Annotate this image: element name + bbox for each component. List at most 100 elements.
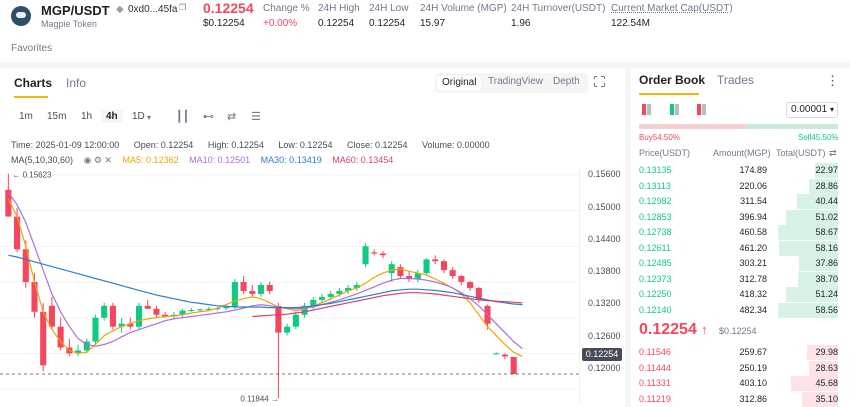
favorites-bar[interactable]: Favorites [11,43,53,54]
candle-body[interactable] [388,264,395,274]
candle-body[interactable] [362,246,369,265]
candle-body[interactable] [5,189,12,217]
interval-1d[interactable]: 1D [132,111,145,122]
candle-body[interactable] [327,293,334,297]
order-book-row[interactable]: 0.12982 311.54 40.44 [631,194,850,209]
candle-body[interactable] [432,259,439,262]
candlestick-chart[interactable]: ← 0.15623 0.11844 → [0,166,580,404]
candle-body[interactable] [22,249,29,283]
candle-body[interactable] [83,341,90,351]
tab-order-book[interactable]: Order Book [639,73,706,87]
candle-body[interactable] [379,253,387,256]
candle-body[interactable] [188,309,195,311]
order-book-row[interactable]: 0.13113 220.06 28.86 [631,178,850,194]
order-book-row[interactable]: 0.11444 250.19 28.63 [631,360,850,376]
candle-body[interactable] [118,323,125,327]
candle-body[interactable] [231,282,238,308]
more-icon[interactable]: ⋮ [826,73,839,88]
eye-icon[interactable]: ◉ ⚙ ✕ [83,155,113,165]
candle-body[interactable] [493,353,500,355]
candle-body[interactable] [162,314,169,317]
candle-body[interactable] [266,285,273,291]
tab-charts[interactable]: Charts [14,76,53,90]
candle-body[interactable] [501,354,508,357]
contract-address[interactable]: 0xd0...45fa [128,4,178,15]
candle-body[interactable] [510,356,517,375]
candle-body[interactable] [240,282,247,291]
candle-body[interactable] [92,317,99,342]
candle-body[interactable] [257,285,265,294]
interval-4h[interactable]: 4h [101,110,123,123]
candle-body[interactable] [153,308,160,315]
candle-body[interactable] [406,276,413,280]
candle-body[interactable] [284,326,291,333]
candle-body[interactable] [345,287,352,291]
candle-body[interactable] [109,305,116,327]
candle-body[interactable] [48,305,55,327]
chevron-down-icon[interactable]: ▾ [147,113,152,122]
order-book-row[interactable]: 0.12250 418.32 51.24 [631,287,850,302]
view-depth[interactable]: Depth [553,76,580,87]
order-book-row[interactable]: 0.12611 461.20 58.16 [631,240,850,256]
candle-body[interactable] [467,282,474,288]
tick-size-select[interactable]: 0.00001 ▾ [786,102,838,118]
candle-body[interactable] [371,252,378,254]
candle-body[interactable] [205,308,212,310]
candle-body[interactable] [40,311,47,366]
tab-trades[interactable]: Trades [717,73,754,87]
swap-icon[interactable]: ⇄ [227,111,237,123]
copy-icon[interactable]: ❐ [179,3,187,12]
candle-type-icon[interactable]: ┃┃ [176,111,190,123]
view-tradingview[interactable]: TradingView [488,76,544,87]
view-original[interactable]: Original [437,76,482,90]
pair-title[interactable]: MGP/USDT [41,3,110,18]
candle-body[interactable] [127,323,134,327]
indicators-icon[interactable]: ⊷ [203,111,214,123]
candle-body[interactable] [135,305,143,327]
settings-lines-icon[interactable]: ☰ [251,111,261,123]
candle-body[interactable] [318,296,326,300]
view-both-icon[interactable] [642,104,653,115]
order-book-row[interactable]: 0.11546 259.67 29.98 [631,345,850,360]
candle-body[interactable] [223,307,230,309]
order-book-row[interactable]: 0.13135 174.89 22.97 [631,163,850,178]
candle-body[interactable] [75,350,82,354]
chevron-down-icon[interactable]: ◆ [116,4,124,15]
order-book-row[interactable]: 0.12738 460.58 58.67 [631,225,850,240]
order-book-row[interactable]: 0.12373 312.78 38.70 [631,271,850,287]
order-book-row[interactable]: 0.11331 403.10 45.68 [631,376,850,391]
swap-icon[interactable]: ⇄ [829,148,837,158]
view-asks-icon[interactable] [697,104,708,115]
stat-label[interactable]: Current Market Cap(USDT) [611,3,733,14]
fullscreen-icon[interactable] [593,75,605,87]
order-book-row[interactable]: 0.12140 482.34 58.56 [631,302,850,318]
candle-body[interactable] [57,326,64,348]
interval-1m[interactable]: 1m [19,111,33,122]
order-book-row[interactable]: 0.11219 312.86 35.10 [631,391,850,407]
candle-body[interactable] [14,216,21,250]
candle-body[interactable] [423,259,430,274]
candle-body[interactable] [458,276,465,283]
tab-info[interactable]: Info [66,76,87,90]
candle-body[interactable] [449,270,456,277]
candle-body[interactable] [292,314,299,327]
candle-body[interactable] [301,305,308,315]
interval-15m[interactable]: 15m [47,111,67,122]
candle-body[interactable] [397,267,404,277]
candle-body[interactable] [336,290,343,294]
candle-body[interactable] [475,287,482,300]
candle-body[interactable] [196,309,204,311]
candle-body[interactable] [275,305,282,333]
order-book-row[interactable]: 0.12485 303.21 37.86 [631,256,850,271]
candle-body[interactable] [353,285,360,288]
candle-body[interactable] [31,282,38,312]
candle-body[interactable] [179,310,186,315]
candle-body[interactable] [310,299,317,306]
candle-body[interactable] [440,261,447,271]
order-book-row[interactable]: 0.12853 396.94 51.02 [631,209,850,225]
candle-body[interactable] [144,305,151,309]
candle-body[interactable] [101,305,108,318]
candle-body[interactable] [249,290,256,294]
interval-1h[interactable]: 1h [81,111,93,122]
view-bids-icon[interactable] [670,104,681,115]
